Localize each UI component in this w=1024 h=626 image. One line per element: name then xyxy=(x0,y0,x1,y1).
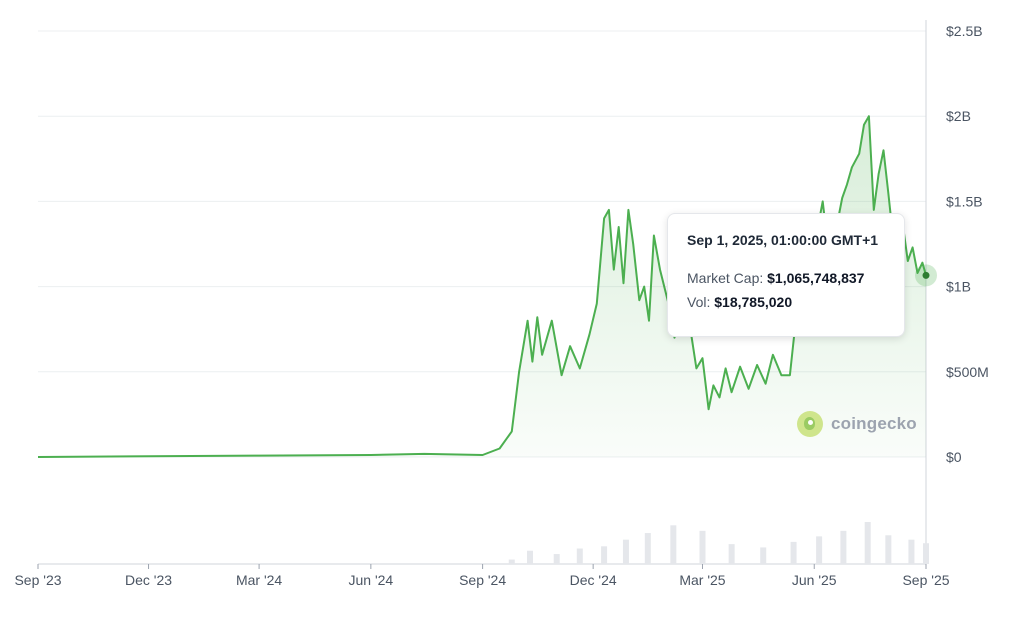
volume-bar xyxy=(728,544,735,564)
tooltip-market-cap-label: Market Cap: xyxy=(687,270,764,286)
watermark-text: coingecko xyxy=(831,414,917,433)
volume-bar xyxy=(699,530,706,564)
x-tick-label: Mar '25 xyxy=(679,572,725,588)
gecko-logo-icon xyxy=(797,411,823,437)
tooltip-market-cap-row: Market Cap: $1,065,748,837 xyxy=(687,270,904,286)
x-tick-label: Dec '24 xyxy=(570,572,617,588)
volume-bar xyxy=(622,539,629,564)
chart-tooltip: Sep 1, 2025, 01:00:00 GMT+1 Market Cap: … xyxy=(667,213,905,337)
y-tick-label: $0 xyxy=(946,449,962,465)
volume-bar xyxy=(526,550,533,564)
volume-bar xyxy=(508,559,515,564)
volume-bar xyxy=(923,543,929,564)
tooltip-date: Sep 1, 2025, 01:00:00 GMT+1 xyxy=(687,232,879,248)
volume-bar xyxy=(601,546,608,564)
x-tick-label: Jun '25 xyxy=(792,572,837,588)
volume-bar xyxy=(644,533,651,564)
volume-bar xyxy=(553,554,560,564)
y-tick-label: $2B xyxy=(946,108,971,124)
tooltip-vol-label: Vol: xyxy=(687,294,711,310)
y-tick-label: $2.5B xyxy=(946,23,983,39)
volume-bar xyxy=(885,535,892,564)
volume-bar xyxy=(840,530,847,564)
volume-bar xyxy=(864,522,871,564)
volume-bar xyxy=(790,541,797,564)
y-tick-label: $500M xyxy=(946,364,989,380)
x-tick-label: Sep '23 xyxy=(14,572,61,588)
volume-bar xyxy=(670,525,677,564)
x-tick-label: Sep '24 xyxy=(459,572,506,588)
tooltip-market-cap-value: $1,065,748,837 xyxy=(767,270,865,286)
tooltip-vol-value: $18,785,020 xyxy=(714,294,793,310)
tooltip-volume-row: Vol: $18,785,020 xyxy=(687,294,904,310)
x-tick-label: Dec '23 xyxy=(125,572,172,588)
volume-bar xyxy=(816,536,823,564)
coingecko-watermark: coingecko xyxy=(797,410,917,438)
x-tick-label: Mar '24 xyxy=(236,572,282,588)
x-tick-label: Jun '24 xyxy=(348,572,393,588)
volume-bar xyxy=(908,539,915,564)
market-cap-line xyxy=(37,115,927,458)
hover-marker-point xyxy=(922,271,930,279)
volume-bar xyxy=(760,547,767,564)
y-tick-label: $1B xyxy=(946,279,971,295)
y-tick-label: $1.5B xyxy=(946,193,983,209)
volume-bar xyxy=(576,548,583,564)
x-tick-label: Sep '25 xyxy=(902,572,949,588)
